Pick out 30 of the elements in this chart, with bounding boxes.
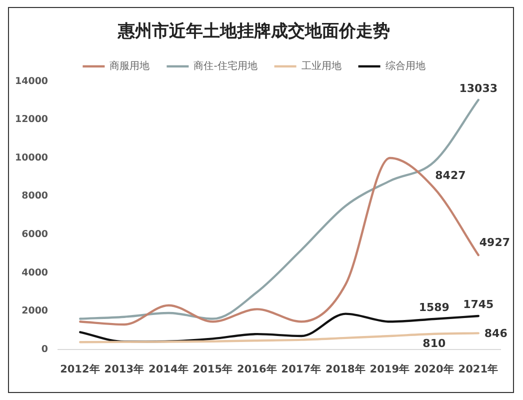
x-tick-label: 2019年 (370, 362, 410, 376)
x-tick-label: 2021年 (458, 362, 499, 376)
x-tick-label: 2013年 (104, 362, 145, 376)
x-tick-label: 2012年 (60, 362, 100, 376)
legend-label: 商住-住宅用地 (194, 60, 258, 72)
legend-label: 综合用地 (385, 60, 426, 72)
data-label: 8427 (435, 169, 466, 182)
x-tick-label: 2020年 (414, 362, 454, 376)
y-tick-label: 2000 (22, 306, 48, 317)
data-label: 4927 (479, 236, 510, 250)
data-label: 810 (422, 336, 446, 350)
x-tick-label: 2018年 (326, 362, 366, 376)
y-tick-label: 6000 (22, 229, 48, 240)
data-label: 13033 (459, 82, 498, 95)
y-tick-label: 12000 (14, 114, 48, 126)
data-label: 1589 (418, 300, 450, 314)
y-tick-label: 14000 (14, 76, 48, 87)
x-tick-label: 2016年 (237, 362, 278, 376)
legend-label: 工业用地 (301, 60, 342, 72)
x-tick-label: 2015年 (192, 362, 234, 376)
data-label: 1745 (463, 298, 494, 311)
chart-title: 惠州市近年土地挂牌成交地面价走势 (117, 22, 390, 42)
x-tick-label: 2017年 (281, 362, 322, 376)
legend-label: 商服用地 (110, 60, 150, 72)
y-tick-label: 8000 (22, 190, 48, 202)
y-tick-label: 4000 (22, 267, 48, 278)
data-label: 846 (484, 327, 508, 340)
y-tick-label: 10000 (14, 152, 48, 164)
x-tick-label: 2014年 (148, 362, 189, 376)
y-tick-label: 0 (41, 344, 48, 355)
